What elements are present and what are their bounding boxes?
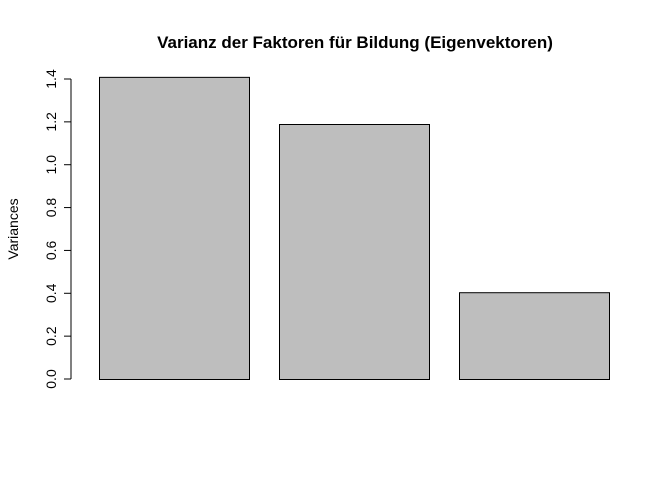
y-tick-label: 1.2 [43, 112, 59, 132]
y-tick-label: 1.4 [43, 69, 59, 89]
y-tick-label: 0.8 [43, 198, 59, 218]
y-tick-label: 0.0 [43, 369, 59, 389]
y-axis: 0.0 0.2 0.4 0.6 0.8 1.0 1.2 1.4 [43, 69, 72, 389]
bar-2 [279, 124, 430, 380]
y-tick-label: 1.0 [43, 155, 59, 175]
y-tick-label: 0.6 [43, 240, 59, 260]
bar-1 [99, 76, 250, 380]
y-axis-label: Variances [5, 198, 21, 259]
y-tick-label: 0.2 [43, 326, 59, 346]
bar-3 [459, 292, 610, 381]
chart-title: Varianz der Faktoren für Bildung (Eigenv… [157, 33, 553, 52]
bars [99, 76, 610, 381]
y-tick-label: 0.4 [43, 283, 59, 303]
